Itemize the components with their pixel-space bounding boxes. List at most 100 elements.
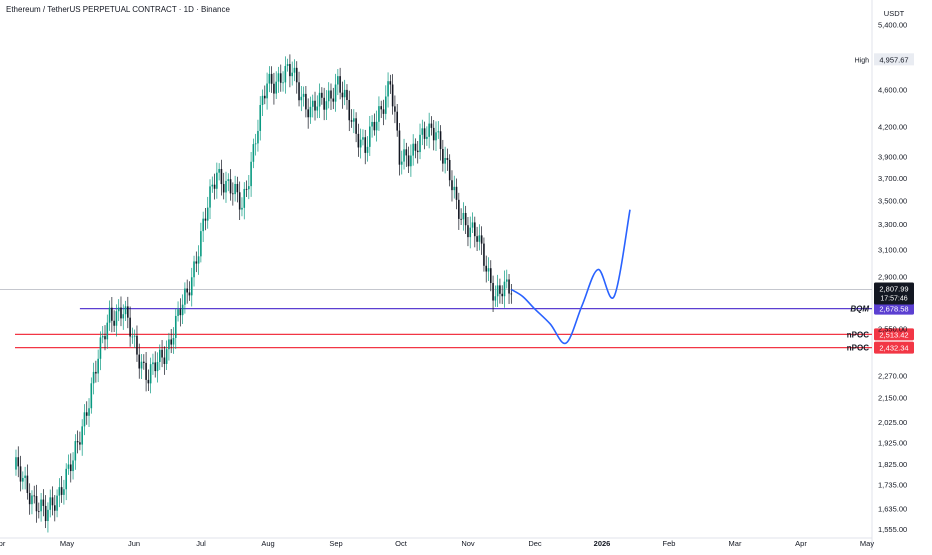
candle-body <box>480 235 483 244</box>
candle-body <box>375 121 378 131</box>
candle-body <box>471 222 474 228</box>
candle-body <box>220 168 223 185</box>
price-tick: 1,555.00 <box>878 525 907 534</box>
candle-body <box>165 349 168 364</box>
candle-body <box>259 105 262 131</box>
candle-body <box>448 159 451 181</box>
time-tick: Aug <box>261 539 274 548</box>
level-label: nPOC <box>847 344 869 353</box>
candle-body <box>421 128 424 135</box>
price-tick: 3,300.00 <box>878 220 907 229</box>
candle-body <box>489 268 492 283</box>
candle-body <box>111 307 113 321</box>
candle-body <box>501 293 503 297</box>
candle-body <box>510 293 513 295</box>
candle-body <box>122 314 125 319</box>
candle-body <box>145 362 147 380</box>
candle-body <box>398 130 401 165</box>
price-tick: 2,270.00 <box>878 372 907 381</box>
candle-body <box>72 460 74 472</box>
level-label: BQM <box>850 305 869 314</box>
candle-body <box>270 73 273 84</box>
candle-body <box>15 457 17 470</box>
candle-body <box>428 123 430 137</box>
time-tick: May <box>860 539 874 548</box>
candle-body <box>263 95 266 99</box>
candle-body <box>225 180 227 193</box>
candle-body <box>90 383 93 409</box>
time-tick: pr <box>0 539 6 548</box>
candle-body <box>213 184 216 189</box>
candle-body <box>346 89 348 100</box>
candle-body <box>316 106 319 111</box>
candle-body <box>216 172 218 189</box>
candle-body <box>149 364 152 384</box>
candle-body <box>467 225 469 238</box>
candle-body <box>209 186 211 208</box>
candle-body <box>184 288 186 305</box>
candle-body <box>38 511 40 513</box>
candle-body <box>99 337 102 359</box>
candle-body <box>505 279 508 282</box>
candle-body <box>152 362 154 365</box>
candle-body <box>323 97 325 110</box>
candle-body <box>197 256 200 264</box>
candle-body <box>24 475 26 478</box>
candle-body <box>69 464 72 472</box>
candle-body <box>47 509 49 522</box>
time-tick: Mar <box>729 539 742 548</box>
candle-body <box>60 487 63 495</box>
candle-body <box>129 317 131 337</box>
level-tag <box>874 328 914 341</box>
candle-body <box>503 281 506 297</box>
candle-body <box>33 495 36 497</box>
candle-body <box>414 143 417 151</box>
candle-body <box>26 475 29 493</box>
candle-body <box>250 161 252 187</box>
price-tick: 4,600.00 <box>878 86 907 95</box>
candle-body <box>353 118 355 122</box>
candle-body <box>286 64 289 66</box>
candle-body <box>168 339 170 350</box>
candle-body <box>437 131 440 133</box>
candle-body <box>362 137 364 140</box>
candle-body <box>321 92 323 98</box>
candle-body <box>161 349 163 358</box>
candle-body <box>277 73 280 82</box>
candle-body <box>232 193 234 195</box>
candle-body <box>387 81 389 97</box>
candle-body <box>444 157 446 164</box>
candle-body <box>140 361 143 369</box>
candle-body <box>172 337 175 345</box>
candle-body <box>451 180 453 191</box>
candle-body <box>391 84 394 107</box>
candle-body <box>236 183 239 193</box>
price-tick: 1,735.00 <box>878 480 907 489</box>
candle-body <box>95 371 97 374</box>
candle-body <box>327 90 330 102</box>
candle-body <box>202 218 204 232</box>
candle-body <box>462 212 465 220</box>
candle-body <box>380 106 383 110</box>
candle-body <box>311 100 314 107</box>
candle-body <box>458 199 460 219</box>
candle-body <box>279 73 282 83</box>
projection-path <box>510 209 631 345</box>
price-tick: 1,635.00 <box>878 504 907 513</box>
candle-body <box>193 261 195 278</box>
candle-body <box>494 296 497 301</box>
candle-body <box>359 139 362 148</box>
candle-body <box>337 76 339 85</box>
candle-body <box>188 292 191 296</box>
candle-body <box>58 487 61 496</box>
candle-body <box>117 307 120 312</box>
candle-body <box>378 106 380 122</box>
candle-body <box>485 265 488 272</box>
candle-body <box>56 495 58 511</box>
candle-body <box>88 408 90 416</box>
level-value: 2,678.58 <box>879 305 908 314</box>
level-tag <box>874 302 914 315</box>
candle-body <box>53 505 56 511</box>
candle-body <box>229 179 232 194</box>
